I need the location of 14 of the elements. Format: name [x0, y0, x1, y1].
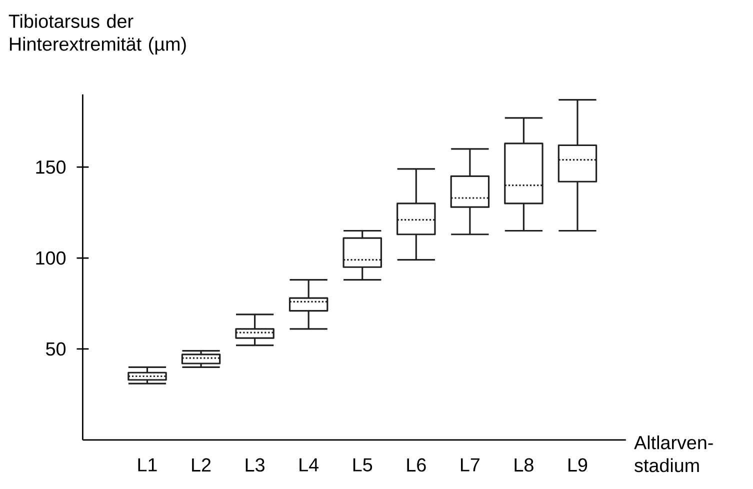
x-axis-title: Altlarven-stadium: [634, 436, 713, 472]
x-tick-label: L7: [460, 458, 480, 472]
x-tick-label: L4: [300, 458, 319, 472]
x-tick-label: L8: [514, 458, 534, 472]
x-tick-label: L5: [353, 458, 372, 472]
x-tick-label: L2: [192, 458, 211, 472]
x-tick-label: L9: [568, 458, 588, 472]
x-tick-label: L1: [138, 458, 157, 472]
y-tick-label: 150: [36, 160, 66, 174]
y-tick-label: 50: [46, 342, 66, 356]
x-tick-label: L3: [246, 458, 264, 472]
x-tick-label: L6: [407, 458, 426, 472]
y-tick-label: 100: [36, 252, 66, 265]
y-axis-title: Tibiotarsus der Hinterextremität (µm): [8, 14, 186, 55]
